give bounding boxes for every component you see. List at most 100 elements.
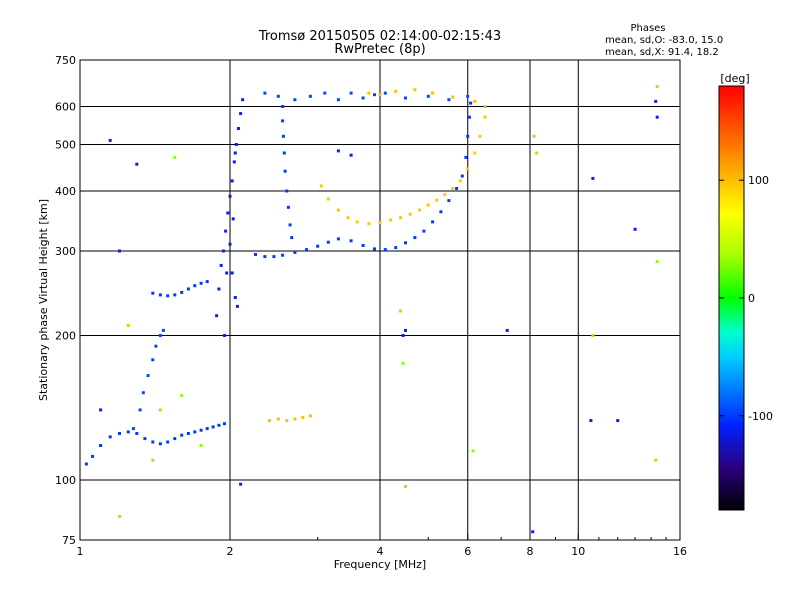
x-tick-label: 1 — [77, 545, 84, 558]
x-tick-label: 8 — [527, 545, 534, 558]
data-point — [199, 444, 203, 447]
data-point — [285, 189, 289, 193]
data-point — [118, 249, 121, 253]
data-point — [447, 199, 451, 203]
data-point — [158, 442, 162, 446]
data-point — [126, 323, 130, 327]
data-point — [404, 484, 407, 488]
data-point — [383, 248, 387, 252]
data-point — [241, 98, 245, 102]
data-point — [378, 93, 382, 97]
grid-lines — [80, 60, 680, 540]
data-point — [422, 229, 426, 233]
y-tick-label: 300 — [55, 245, 76, 258]
data-point — [161, 328, 165, 332]
data-point — [146, 374, 150, 378]
data-point — [326, 240, 330, 244]
data-point — [263, 91, 267, 95]
data-point — [226, 211, 230, 215]
data-point — [217, 423, 221, 427]
data-point — [272, 255, 276, 259]
y-tick-label: 400 — [55, 185, 76, 198]
data-point — [355, 220, 359, 224]
data-point — [131, 427, 135, 431]
x-tick-label: 2 — [227, 545, 234, 558]
data-point — [199, 428, 203, 432]
data-point — [466, 167, 470, 171]
data-point — [323, 91, 327, 95]
data-point — [276, 94, 280, 98]
data-point — [193, 284, 197, 288]
data-point — [439, 210, 443, 214]
data-point — [199, 281, 203, 285]
data-point — [217, 287, 221, 291]
data-point — [373, 93, 376, 97]
data-point — [401, 361, 405, 365]
data-point — [532, 134, 536, 138]
data-point — [431, 220, 435, 224]
echo-points — [84, 85, 659, 534]
data-point — [138, 408, 142, 412]
data-point — [173, 437, 177, 441]
x-tick-label: 10 — [571, 545, 585, 558]
data-point — [205, 280, 209, 284]
data-point — [399, 309, 403, 313]
data-point — [616, 419, 620, 423]
y-axis-ticks: 75 100 200 300 400 500 600 750 — [55, 54, 86, 547]
colorbar-ticks: 100 0 -100 — [719, 174, 773, 423]
y-tick-label: 200 — [55, 330, 76, 343]
data-point — [232, 160, 236, 164]
data-point — [305, 248, 309, 252]
data-point — [460, 174, 464, 178]
data-point — [151, 440, 155, 444]
y-tick-label: 75 — [62, 534, 76, 547]
y-tick-label: 600 — [55, 101, 76, 114]
chart-title: Tromsø 20150505 02:14:00-02:15:43 — [258, 29, 501, 44]
data-point — [281, 119, 285, 123]
data-point — [99, 444, 103, 447]
colorbar-tick-label: -100 — [748, 410, 773, 423]
data-point — [166, 294, 170, 298]
y-tick-label: 500 — [55, 139, 76, 152]
data-point — [293, 250, 297, 254]
y-axis-label: Stationary phase Virtual Height [km] — [37, 199, 50, 401]
data-point — [469, 101, 473, 105]
data-point — [301, 416, 305, 419]
data-point — [211, 425, 215, 429]
data-point — [451, 95, 455, 99]
data-point — [655, 115, 659, 119]
data-point — [308, 414, 312, 418]
data-point — [655, 85, 659, 89]
data-point — [383, 91, 387, 95]
data-point — [394, 89, 398, 93]
data-point — [654, 458, 658, 462]
data-point — [483, 115, 487, 119]
data-point — [186, 432, 190, 435]
data-point — [141, 391, 145, 395]
data-point — [231, 217, 235, 221]
data-point — [473, 151, 477, 155]
data-point — [286, 205, 290, 209]
data-point — [180, 290, 184, 294]
data-point — [349, 239, 353, 243]
data-point — [431, 91, 435, 95]
stats-line-x: mean, sd,X: 91.4, 18.2 — [605, 47, 719, 58]
data-point — [464, 155, 468, 159]
data-point — [230, 179, 234, 183]
data-point — [655, 260, 659, 264]
data-point — [219, 263, 223, 267]
data-point — [654, 99, 658, 103]
data-point — [373, 247, 376, 251]
data-point — [233, 151, 237, 155]
data-point — [404, 241, 407, 245]
data-point — [361, 96, 365, 100]
data-point — [531, 530, 535, 534]
data-point — [408, 212, 412, 216]
data-point — [193, 430, 197, 434]
data-point — [158, 334, 162, 337]
data-point — [426, 94, 430, 98]
data-point — [180, 433, 184, 437]
data-point — [225, 271, 229, 275]
data-point — [143, 437, 147, 441]
data-point — [591, 176, 595, 180]
